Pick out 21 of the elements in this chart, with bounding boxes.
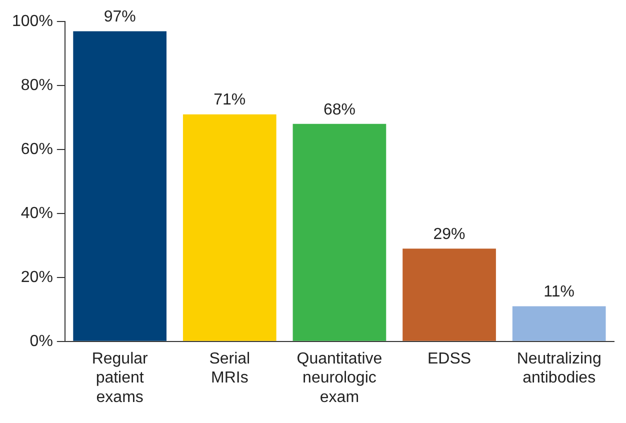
y-tick-label: 60% xyxy=(20,140,53,158)
bar xyxy=(182,114,276,341)
bar xyxy=(512,306,606,341)
x-tick-label: Serial MRIs xyxy=(209,350,250,387)
data-label: 29% xyxy=(433,226,466,244)
x-tick-label: Neutralizing antibodies xyxy=(516,350,602,387)
bar xyxy=(73,31,166,341)
data-label: 11% xyxy=(544,284,575,301)
data-label: 68% xyxy=(323,101,356,118)
y-tick-label: 0% xyxy=(30,332,53,350)
y-tick-label: 40% xyxy=(20,204,53,222)
y-tick-label: 80% xyxy=(20,76,53,94)
x-tick-label: EDSS xyxy=(427,350,472,368)
data-label: 71% xyxy=(214,92,246,109)
bar xyxy=(292,124,386,341)
y-tick-label: 100% xyxy=(12,13,53,30)
data-label: 97% xyxy=(104,8,136,26)
y-tick-label: 20% xyxy=(20,268,53,286)
x-tick-label: Regular patient exams xyxy=(92,350,149,406)
bar xyxy=(402,248,496,341)
x-tick-label: Quantitative neurologic exam xyxy=(296,350,382,406)
